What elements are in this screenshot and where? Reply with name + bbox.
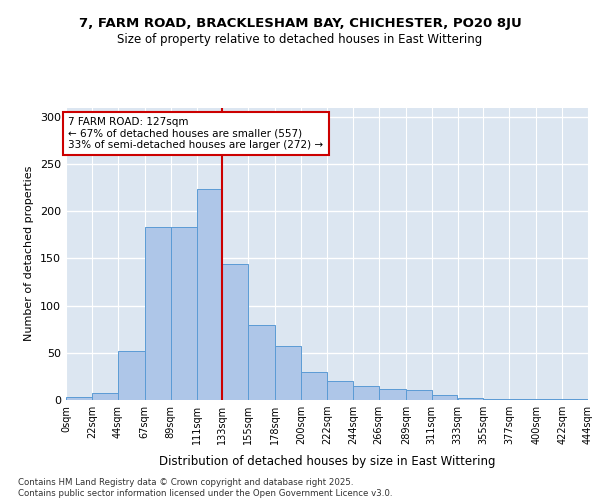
- Bar: [458, 398, 484, 400]
- Bar: [353, 386, 379, 400]
- Bar: [118, 351, 145, 400]
- Bar: [223, 264, 248, 400]
- Bar: [431, 396, 457, 400]
- Bar: [327, 381, 353, 400]
- Bar: [197, 188, 223, 400]
- Text: Contains HM Land Registry data © Crown copyright and database right 2025.
Contai: Contains HM Land Registry data © Crown c…: [18, 478, 392, 498]
- Bar: [301, 372, 327, 400]
- Bar: [170, 228, 197, 400]
- Bar: [484, 399, 509, 400]
- Y-axis label: Number of detached properties: Number of detached properties: [25, 166, 34, 342]
- Bar: [145, 228, 170, 400]
- Bar: [509, 399, 536, 400]
- Bar: [562, 399, 588, 400]
- Text: 7, FARM ROAD, BRACKLESHAM BAY, CHICHESTER, PO20 8JU: 7, FARM ROAD, BRACKLESHAM BAY, CHICHESTE…: [79, 18, 521, 30]
- Bar: [379, 388, 406, 400]
- Bar: [248, 326, 275, 400]
- Bar: [275, 346, 301, 400]
- Bar: [92, 394, 118, 400]
- Bar: [536, 399, 562, 400]
- X-axis label: Distribution of detached houses by size in East Wittering: Distribution of detached houses by size …: [159, 456, 495, 468]
- Bar: [406, 390, 431, 400]
- Bar: [66, 397, 92, 400]
- Text: Size of property relative to detached houses in East Wittering: Size of property relative to detached ho…: [118, 34, 482, 46]
- Text: 7 FARM ROAD: 127sqm
← 67% of detached houses are smaller (557)
33% of semi-detac: 7 FARM ROAD: 127sqm ← 67% of detached ho…: [68, 117, 323, 150]
